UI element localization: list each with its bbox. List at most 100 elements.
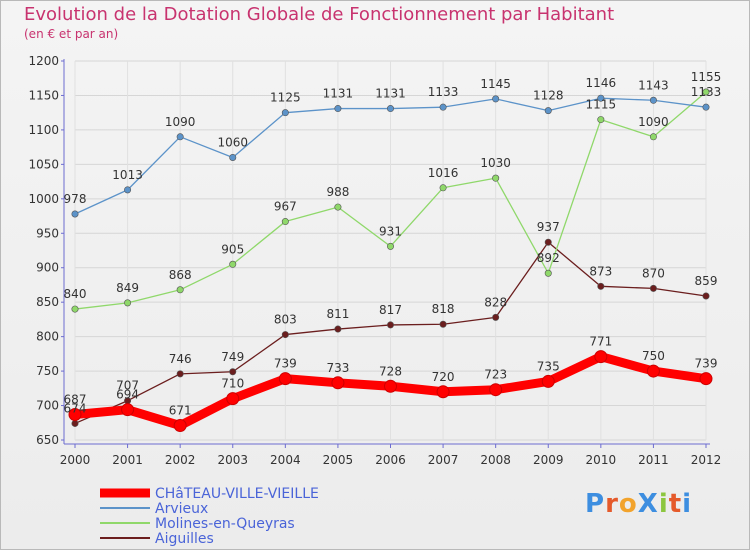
data-labels: 687 694 671 710 739 733 728 720 723 735 771 750 739 9… [64, 70, 722, 418]
data-label: 849 [116, 281, 139, 295]
legend: CHâTEAU-VILLE-VIEILLEArvieuxMolines-en-Q… [100, 486, 319, 547]
data-point [439, 184, 447, 192]
data-label: 817 [379, 303, 402, 317]
data-point [71, 419, 79, 427]
data-label: 694 [116, 388, 139, 402]
data-label: 723 [484, 368, 507, 382]
x-tick-label: 2012 [691, 453, 722, 467]
data-point [699, 372, 713, 386]
data-point [702, 103, 710, 111]
data-label: 674 [64, 401, 87, 415]
data-point [386, 321, 394, 329]
data-label: 840 [64, 287, 87, 301]
data-label: 1115 [586, 98, 617, 112]
data-point [334, 325, 342, 333]
data-label: 870 [642, 266, 665, 280]
data-point [384, 379, 397, 393]
data-label: 739 [695, 357, 718, 371]
data-label: 720 [432, 370, 455, 384]
x-tick-label: 2006 [375, 453, 406, 467]
y-tick-label: 1150 [28, 88, 59, 102]
logo-letter: P [585, 489, 606, 519]
x-tick-label: 2008 [480, 453, 511, 467]
data-label: 988 [326, 185, 349, 199]
legend-label: CHâTEAU-VILLE-VIEILLE [155, 486, 319, 502]
data-point [68, 408, 82, 422]
data-point [597, 282, 605, 290]
data-label: 707 [116, 379, 139, 393]
x-tick-label: 2007 [428, 453, 459, 467]
data-label: 1131 [323, 87, 354, 101]
data-point [334, 105, 342, 113]
data-point [594, 350, 608, 364]
data-label: 859 [695, 274, 718, 288]
data-point [649, 96, 657, 104]
data-label: 873 [589, 264, 612, 278]
x-tick-labels: 2000 2001 2002 2003 2004 2005 2006 2007 2008 2009… [60, 453, 722, 467]
data-label: 978 [64, 192, 87, 206]
data-point [176, 286, 184, 294]
data-label: 1143 [638, 78, 669, 92]
legend-label: Arvieux [155, 501, 208, 517]
data-label: 1016 [428, 166, 459, 180]
data-label: 1155 [691, 70, 722, 84]
data-label: 735 [537, 359, 560, 373]
y-tick-label: 650 [36, 433, 59, 447]
data-point [229, 368, 237, 376]
data-label: 1060 [217, 135, 248, 149]
proxiti-logo[interactable]: ProXiti [585, 489, 692, 519]
logo-letter: i [682, 489, 693, 519]
data-label: 1125 [270, 91, 301, 105]
data-point [71, 305, 79, 313]
y-tick-label: 900 [36, 261, 59, 275]
data-label: 1090 [638, 115, 669, 129]
data-point [541, 374, 555, 388]
data-label: 728 [379, 364, 402, 378]
data-label: 1131 [375, 87, 406, 101]
data-point [281, 331, 289, 339]
data-label: 931 [379, 224, 402, 238]
data-point [544, 107, 552, 115]
logo-letter: r [605, 489, 619, 519]
data-point [649, 133, 657, 141]
data-point [334, 203, 342, 211]
x-tick-label: 2009 [533, 453, 564, 467]
y-tick-label: 750 [36, 364, 59, 378]
data-point [124, 299, 132, 307]
data-point [544, 238, 552, 246]
data-point [702, 88, 710, 96]
y-tick-label: 800 [36, 330, 59, 344]
data-point [226, 392, 240, 406]
data-label: 771 [589, 335, 612, 349]
x-tick-label: 2010 [586, 453, 617, 467]
data-label: 868 [169, 268, 192, 282]
data-label: 749 [221, 350, 244, 364]
logo-letter: i [658, 489, 669, 519]
y-tick-label: 950 [36, 226, 59, 240]
data-label: 1128 [533, 89, 564, 103]
data-point [439, 320, 447, 328]
data-label: 750 [642, 349, 665, 363]
data-point [489, 383, 503, 397]
data-label: 818 [432, 302, 455, 316]
chart-subtitle: (en € et par an) [24, 27, 119, 41]
x-tick-label: 2004 [270, 453, 301, 467]
data-label: 687 [64, 393, 87, 407]
y-tick-label: 1050 [28, 157, 59, 171]
x-tick-label: 2011 [638, 453, 669, 467]
data-point [281, 109, 289, 117]
chart-title: Evolution de la Dotation Globale de Fonc… [24, 4, 615, 25]
data-point [649, 284, 657, 292]
data-point [597, 94, 605, 102]
x-tick-label: 2000 [60, 453, 91, 467]
data-point [71, 210, 79, 218]
data-label: 905 [221, 242, 244, 256]
data-point [544, 269, 552, 277]
data-label: 828 [484, 295, 507, 309]
data-point [229, 260, 237, 268]
y-tick-labels: 650 700 750 800 850 900 950 1000 1050 1100 1150 120… [28, 54, 59, 447]
y-tick-label: 1000 [28, 192, 59, 206]
data-point [492, 313, 500, 321]
